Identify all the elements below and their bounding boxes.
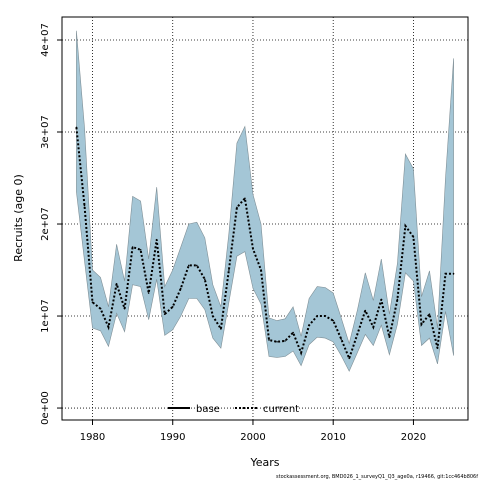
current-point-2021 [420, 323, 423, 326]
legend: base current [168, 404, 299, 415]
confidence-band [76, 30, 454, 372]
current-point-2011 [340, 338, 343, 340]
current-point-2000 [252, 248, 254, 250]
plot-frame [61, 16, 469, 421]
confidence-band-layer [76, 30, 454, 372]
current-point-1986 [139, 248, 142, 251]
current-point-2003 [276, 340, 278, 343]
current-point-1983 [115, 283, 118, 285]
current-point-2022 [428, 313, 431, 315]
current-point-2015 [372, 326, 375, 328]
current-point-1985 [131, 246, 134, 248]
current-point-1991 [179, 287, 182, 290]
current-point-2004 [284, 340, 286, 342]
y-tick-label-2e+07: 2e+07 [40, 207, 51, 241]
x-axis: 1980 1990 2000 2010 2020 [80, 420, 426, 443]
current-point-1996 [220, 328, 222, 330]
current-point-1999 [244, 197, 246, 200]
current-point-2020 [412, 236, 415, 238]
current-point-1987 [147, 292, 150, 294]
current-point-2010 [332, 319, 335, 322]
x-tick-label-2020: 2020 [401, 432, 426, 443]
current-point-2012 [348, 357, 351, 360]
current-point-1981 [99, 307, 102, 310]
current-point-2023 [436, 347, 439, 350]
footnote: stockassessment.org, BMD026_1_surveyQ1_Q… [276, 474, 478, 480]
current-point-2019 [404, 225, 407, 227]
current-point-2014 [364, 309, 367, 312]
current-point-2017 [388, 336, 391, 338]
x-tick-label-1990: 1990 [160, 432, 185, 443]
current-point-2024 [444, 272, 447, 275]
legend-current-label: current [263, 404, 299, 415]
y-axis-title: Recruits (age 0) [12, 174, 25, 262]
current-point-1988 [155, 238, 158, 241]
y-tick-label-0e+00: 0e+00 [40, 391, 51, 425]
current-point-1982 [107, 326, 110, 328]
y-axis: 0e+00 1e+07 2e+07 3e+07 4e+07 [40, 23, 62, 425]
legend-base-label: base [196, 404, 220, 415]
y-tick-label-3e+07: 3e+07 [40, 115, 51, 149]
current-point-2006 [300, 352, 302, 354]
current-point-1998 [236, 206, 238, 209]
current-point-2008 [316, 315, 318, 317]
current-point-1997 [228, 269, 230, 271]
current-point-2025 [452, 272, 455, 275]
y-tick-label-4e+07: 4e+07 [40, 23, 51, 57]
current-point-2018 [396, 298, 399, 301]
current-point-1980 [91, 301, 94, 304]
current-point-2002 [268, 339, 270, 341]
current-point-1994 [204, 278, 206, 281]
current-point-1978 [75, 126, 78, 129]
x-tick-label-2010: 2010 [320, 432, 345, 443]
current-point-2005 [292, 331, 294, 334]
current-point-2013 [356, 333, 359, 336]
current-point-1984 [123, 307, 126, 310]
x-tick-label-1980: 1980 [80, 432, 105, 443]
current-point-1989 [163, 313, 166, 315]
series-line-layer [75, 127, 454, 362]
x-axis-title: Years [249, 456, 279, 469]
x-tick-label-2000: 2000 [240, 432, 265, 443]
current-point-2016 [380, 298, 383, 301]
y-tick-label-1e+07: 1e+07 [40, 299, 51, 333]
current-point-1992 [187, 264, 190, 267]
series-points-layer [75, 126, 455, 360]
current-point-1979 [83, 204, 86, 207]
current-point-1995 [212, 315, 214, 317]
current-point-1993 [195, 264, 198, 267]
current-series-line [75, 127, 454, 362]
current-point-1990 [171, 306, 174, 308]
current-point-2007 [308, 324, 310, 327]
current-point-2001 [260, 269, 262, 271]
current-point-2009 [324, 315, 326, 317]
